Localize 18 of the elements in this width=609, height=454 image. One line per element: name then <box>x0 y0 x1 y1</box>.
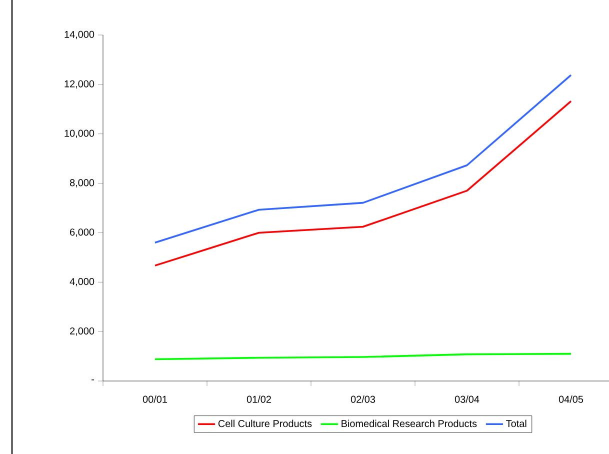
line-series <box>154 74 572 244</box>
y-tick-label: 14,000 <box>64 30 94 40</box>
y-tick-label: 4,000 <box>70 278 94 286</box>
x-tick-label: 02/03 <box>350 396 376 403</box>
y-tick-label: - <box>92 379 94 380</box>
legend-label: Cell Culture Products <box>218 420 312 428</box>
y-tick-label: 10,000 <box>64 130 94 138</box>
line-series <box>154 100 572 266</box>
x-tick-label: 00/01 <box>142 396 167 403</box>
x-tick-label: 03/04 <box>454 396 480 403</box>
y-tick-label: 6,000 <box>70 228 94 237</box>
x-tick-label: 01/02 <box>246 396 271 403</box>
x-tick-label: 04/05 <box>558 396 584 403</box>
legend-label: Biomedical Research Products <box>342 420 477 428</box>
y-tick-label: 12,000 <box>64 80 94 89</box>
legend-label: Total <box>506 420 526 428</box>
y-tick-label: 2,000 <box>70 327 94 336</box>
y-tick-label: 8,000 <box>70 179 94 188</box>
